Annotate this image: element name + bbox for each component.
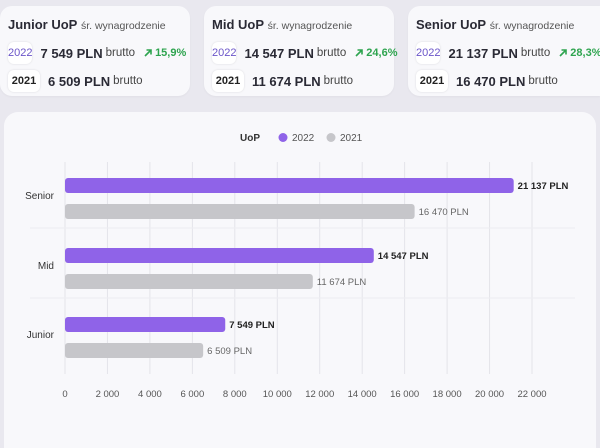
senior-summary-card: Senior UoP śr. wynagrodzenie 2022 21 137… xyxy=(408,6,600,96)
card-row-2022: 2022 7 549 PLN brutto 15,9% xyxy=(8,42,186,64)
mid-summary-card: Mid UoP śr. wynagrodzenie 2022 14 547 PL… xyxy=(204,6,397,96)
x-tick-label: 4 000 xyxy=(138,389,162,400)
salary-unit: brutto xyxy=(323,75,354,87)
salary-amount: 14 547 PLN xyxy=(244,45,314,61)
x-tick-label: 16 000 xyxy=(390,389,419,400)
salary-amount: 11 674 PLN xyxy=(252,73,321,89)
change-value: 28,3% xyxy=(570,47,600,59)
salary-amount: 16 470 PLN xyxy=(456,73,526,89)
year-badge: 2022 xyxy=(212,42,237,64)
bar-senior-2021 xyxy=(65,204,415,219)
salary-unit: brutto xyxy=(316,47,347,59)
salary-amount: 7 549 PLN xyxy=(40,45,103,61)
card-title: Junior UoP śr. wynagrodzenie xyxy=(8,17,184,34)
bar-mid-2021 xyxy=(65,274,313,289)
year-badge: 2022 xyxy=(8,42,33,64)
arrow-up-right-icon xyxy=(355,49,364,57)
x-tick-label: 20 000 xyxy=(475,389,504,400)
salary-amount: 6 509 PLN xyxy=(48,73,111,89)
card-level: Mid UoP xyxy=(212,17,264,32)
salary-unit: brutto xyxy=(520,47,551,59)
bar-junior-2021 xyxy=(65,343,204,358)
category-label: Senior xyxy=(25,191,55,202)
year-badge: 2022 xyxy=(416,42,441,64)
card-row-2022: 2022 14 547 PLN brutto 24,6% xyxy=(212,42,397,64)
salary-amount: 21 137 PLN xyxy=(448,45,518,61)
legend-swatch-2022 xyxy=(278,133,288,142)
change-indicator: 28,3% xyxy=(558,47,600,59)
bar-value-label: 7 549 PLN xyxy=(229,320,275,331)
year-badge: 2021 xyxy=(212,70,244,92)
card-subtitle: śr. wynagrodzenie xyxy=(80,20,166,32)
card-row-2021: 2021 16 470 PLN brutto xyxy=(416,70,594,92)
x-tick-label: 22 000 xyxy=(517,389,546,400)
card-subtitle: śr. wynagrodzenie xyxy=(489,20,575,32)
change-value: 24,6% xyxy=(366,47,398,59)
x-tick-label: 6 000 xyxy=(180,389,204,400)
x-tick-label: 2 000 xyxy=(96,389,120,400)
x-tick-label: 12 000 xyxy=(305,389,334,400)
card-level: Senior UoP xyxy=(416,17,487,32)
change-indicator: 24,6% xyxy=(354,47,397,59)
x-tick-label: 18 000 xyxy=(433,389,462,400)
bar-junior-2022 xyxy=(65,317,226,332)
bar-mid-2022 xyxy=(65,248,374,263)
bar-senior-2022 xyxy=(65,178,514,193)
card-title: Mid UoP śr. wynagrodzenie xyxy=(212,17,388,34)
legend-title: UoP xyxy=(240,133,260,144)
bar-value-label: 14 547 PLN xyxy=(378,251,429,262)
salary-unit: brutto xyxy=(105,47,136,59)
x-tick-label: 8 000 xyxy=(223,389,247,400)
x-tick-label: 10 000 xyxy=(263,389,292,400)
change-value: 15,9% xyxy=(155,47,187,59)
salary-bar-chart: 0 2 000 4 000 6 000 8 000 10 000 12 000 14 000 1… xyxy=(25,133,575,400)
year-badge: 2021 xyxy=(416,70,448,92)
arrow-up-right-icon xyxy=(144,49,152,57)
salary-unit: brutto xyxy=(528,75,558,87)
x-tick-label: 0 xyxy=(62,389,67,400)
x-tick-label: 14 000 xyxy=(348,389,377,400)
card-level: Junior UoP xyxy=(8,17,78,32)
bar-value-label: 11 674 PLN xyxy=(317,277,367,288)
salary-unit: brutto xyxy=(113,75,143,87)
card-row-2021: 2021 6 509 PLN brutto xyxy=(8,70,184,92)
card-title: Senior UoP śr. wynagrodzenie xyxy=(416,17,594,34)
card-subtitle: śr. wynagrodzenie xyxy=(267,20,353,32)
category-label: Junior xyxy=(27,330,55,341)
card-row-2021: 2021 11 674 PLN brutto xyxy=(212,70,388,92)
bar-value-label: 6 509 PLN xyxy=(207,346,252,357)
year-badge: 2021 xyxy=(8,70,40,92)
legend-label-2021: 2021 xyxy=(340,133,363,144)
category-label: Mid xyxy=(38,261,54,272)
arrow-up-right-icon xyxy=(559,49,568,57)
bar-value-label: 16 470 PLN xyxy=(419,207,469,218)
legend-label-2022: 2022 xyxy=(292,133,315,144)
legend-swatch-2021 xyxy=(326,133,336,142)
card-row-2022: 2022 21 137 PLN brutto 28,3% xyxy=(416,42,600,64)
bar-value-label: 21 137 PLN xyxy=(518,181,569,192)
junior-summary-card: Junior UoP śr. wynagrodzenie 2022 7 549 … xyxy=(0,6,190,96)
change-indicator: 15,9% xyxy=(143,47,186,59)
